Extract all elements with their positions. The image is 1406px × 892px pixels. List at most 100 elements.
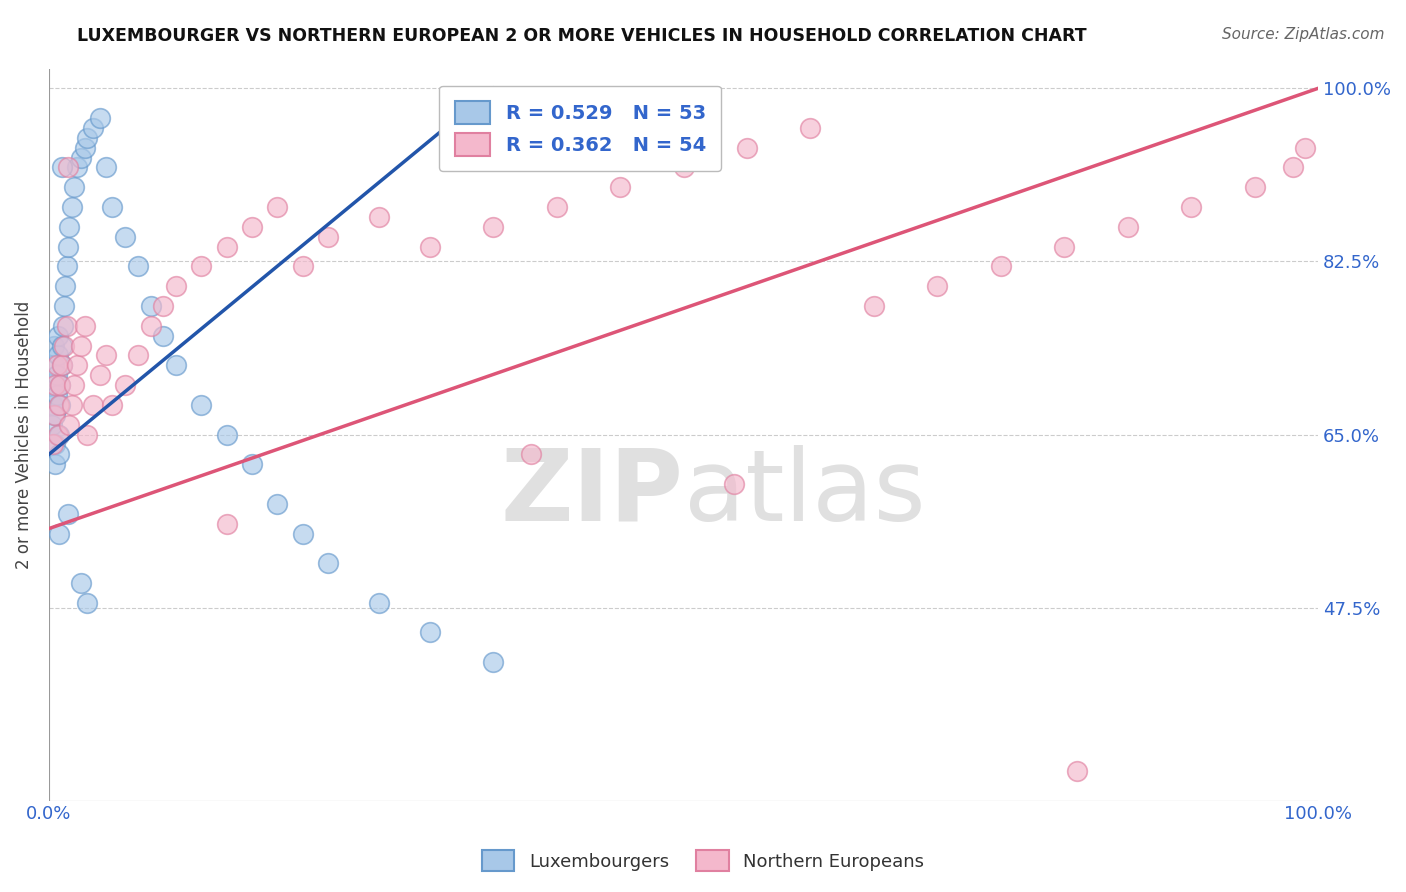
- Point: [44, 437, 66, 451]
- Point: [60, 398, 83, 412]
- Point: [114, 378, 136, 392]
- Point: [1066, 764, 1088, 778]
- Point: [240, 457, 263, 471]
- Point: [152, 328, 174, 343]
- Point: [101, 398, 124, 412]
- Point: [76, 596, 98, 610]
- Point: [44, 378, 66, 392]
- Point: [42, 338, 65, 352]
- Point: [482, 655, 505, 669]
- Point: [139, 318, 162, 333]
- Point: [101, 200, 124, 214]
- Point: [52, 318, 75, 333]
- Point: [41, 417, 63, 432]
- Point: [66, 161, 89, 175]
- Point: [73, 318, 96, 333]
- Point: [42, 398, 65, 412]
- Text: Source: ZipAtlas.com: Source: ZipAtlas.com: [1222, 27, 1385, 42]
- Point: [42, 437, 65, 451]
- Point: [165, 279, 187, 293]
- Point: [215, 239, 238, 253]
- Point: [1180, 200, 1202, 214]
- Point: [55, 318, 77, 333]
- Point: [58, 219, 80, 234]
- Point: [482, 219, 505, 234]
- Point: [316, 229, 339, 244]
- Point: [419, 239, 441, 253]
- Point: [48, 398, 70, 412]
- Point: [291, 260, 314, 274]
- Legend: Luxembourgers, Northern Europeans: Luxembourgers, Northern Europeans: [475, 843, 931, 879]
- Point: [927, 279, 949, 293]
- Point: [291, 526, 314, 541]
- Point: [82, 120, 104, 135]
- Point: [42, 359, 65, 373]
- Point: [69, 576, 91, 591]
- Point: [63, 180, 86, 194]
- Point: [863, 299, 886, 313]
- Point: [520, 447, 543, 461]
- Point: [723, 477, 745, 491]
- Point: [49, 378, 72, 392]
- Point: [735, 141, 758, 155]
- Point: [46, 348, 69, 362]
- Point: [76, 130, 98, 145]
- Point: [152, 299, 174, 313]
- Point: [45, 368, 67, 383]
- Text: ZIP: ZIP: [501, 444, 683, 541]
- Text: atlas: atlas: [683, 444, 925, 541]
- Point: [53, 338, 76, 352]
- Point: [42, 378, 65, 392]
- Point: [139, 299, 162, 313]
- Point: [799, 120, 821, 135]
- Point: [266, 200, 288, 214]
- Point: [51, 161, 73, 175]
- Point: [45, 388, 67, 402]
- Point: [89, 111, 111, 125]
- Point: [48, 427, 70, 442]
- Point: [94, 161, 117, 175]
- Point: [1243, 180, 1265, 194]
- Point: [56, 239, 79, 253]
- Point: [1053, 239, 1076, 253]
- Point: [546, 200, 568, 214]
- Point: [190, 398, 212, 412]
- Point: [240, 219, 263, 234]
- Point: [45, 359, 67, 373]
- Point: [215, 427, 238, 442]
- Point: [51, 359, 73, 373]
- Point: [990, 260, 1012, 274]
- Point: [58, 417, 80, 432]
- Point: [46, 427, 69, 442]
- Point: [44, 408, 66, 422]
- Point: [419, 625, 441, 640]
- Point: [1116, 219, 1139, 234]
- Point: [63, 378, 86, 392]
- Point: [1281, 161, 1303, 175]
- Point: [66, 359, 89, 373]
- Point: [368, 596, 391, 610]
- Point: [316, 556, 339, 570]
- Point: [51, 338, 73, 352]
- Point: [56, 161, 79, 175]
- Point: [69, 151, 91, 165]
- Point: [42, 408, 65, 422]
- Point: [1294, 141, 1316, 155]
- Point: [55, 260, 77, 274]
- Point: [114, 229, 136, 244]
- Legend: R = 0.529   N = 53, R = 0.362   N = 54: R = 0.529 N = 53, R = 0.362 N = 54: [440, 86, 721, 171]
- Point: [609, 180, 631, 194]
- Point: [89, 368, 111, 383]
- Point: [165, 359, 187, 373]
- Point: [69, 338, 91, 352]
- Point: [190, 260, 212, 274]
- Point: [48, 526, 70, 541]
- Text: LUXEMBOURGER VS NORTHERN EUROPEAN 2 OR MORE VEHICLES IN HOUSEHOLD CORRELATION CH: LUXEMBOURGER VS NORTHERN EUROPEAN 2 OR M…: [77, 27, 1087, 45]
- Point: [73, 141, 96, 155]
- Point: [46, 328, 69, 343]
- Point: [266, 497, 288, 511]
- Point: [94, 348, 117, 362]
- Point: [672, 161, 695, 175]
- Point: [49, 378, 72, 392]
- Point: [368, 210, 391, 224]
